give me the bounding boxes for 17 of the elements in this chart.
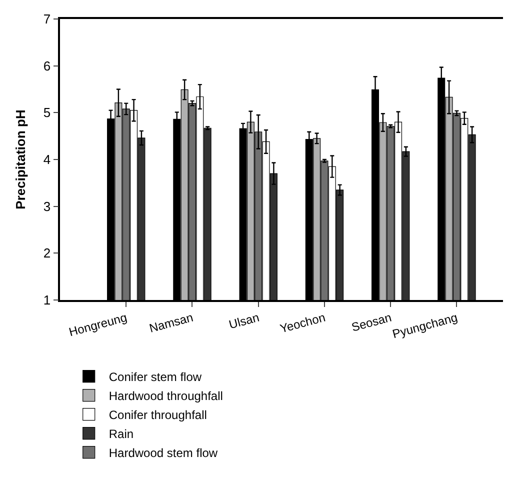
y-tick-label: 5 <box>43 105 51 120</box>
legend-label: Conifer stem flow <box>108 370 202 384</box>
y-tick-label: 3 <box>43 198 51 214</box>
x-tick-label: Seosan <box>350 310 393 334</box>
y-tick-label: 2 <box>43 246 51 261</box>
x-tick-label: Namsan <box>148 310 195 336</box>
legend-label: Rain <box>108 427 134 441</box>
y-axis-title: Precipitation pH <box>12 110 28 210</box>
y-tick-label: 1 <box>43 292 51 308</box>
x-tick-label: Yeochon <box>278 310 327 336</box>
y-tick-label: 7 <box>43 12 51 27</box>
y-tick-label: 4 <box>43 152 51 168</box>
legend-label: Conifer throughfall <box>108 408 207 422</box>
legend-label: Hardwood throughfall <box>108 389 223 403</box>
legend-label: Hardwood stem flow <box>108 446 218 460</box>
x-tick-label: Ulsan <box>227 310 261 332</box>
y-tick-label: 6 <box>43 58 51 74</box>
